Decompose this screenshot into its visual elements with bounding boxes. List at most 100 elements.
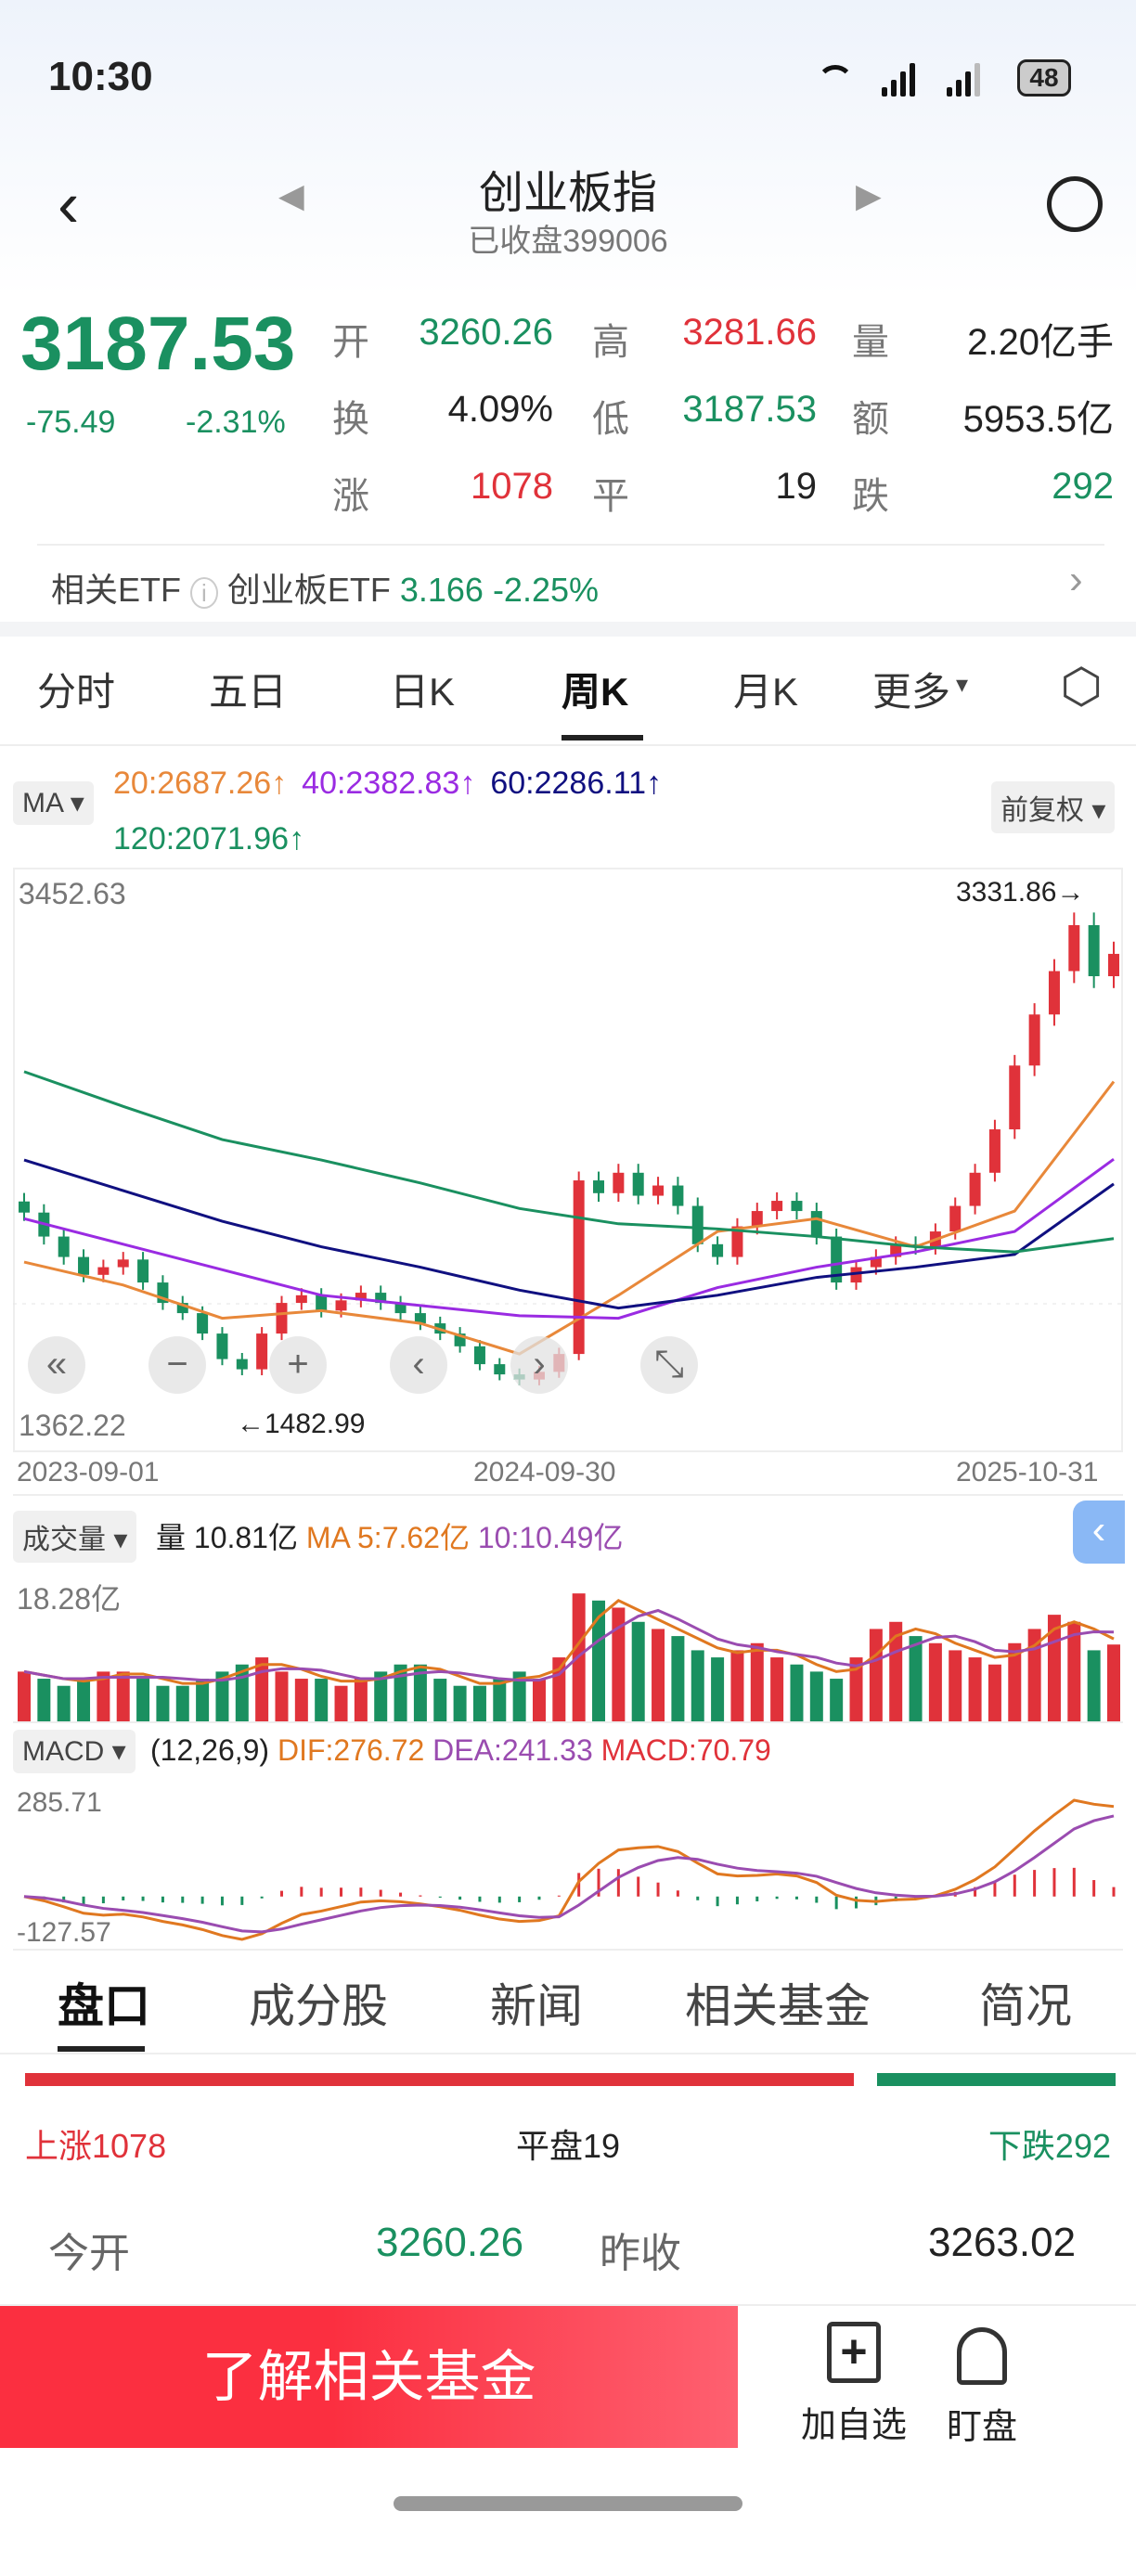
info-icon[interactable]: i bbox=[190, 577, 218, 609]
volume-bar bbox=[849, 1657, 863, 1721]
candle-body bbox=[117, 1259, 129, 1268]
volume-bar bbox=[988, 1664, 1001, 1721]
bottom-tab[interactable]: 盘口 bbox=[58, 1980, 150, 2032]
ma20-line bbox=[23, 1080, 1116, 1356]
volume-current: 量 10.81亿 bbox=[156, 1521, 298, 1554]
chevron-right-icon[interactable]: › bbox=[1069, 557, 1083, 602]
volume-bar bbox=[909, 1636, 923, 1721]
signal-1-icon bbox=[882, 61, 919, 97]
period-tab[interactable]: 月K bbox=[733, 670, 799, 714]
bottom-tab[interactable]: 新闻 bbox=[490, 1980, 583, 2032]
candle-body bbox=[652, 1185, 665, 1196]
home-indicator[interactable] bbox=[394, 2496, 742, 2511]
period-tab[interactable]: 周K bbox=[562, 670, 629, 714]
candle-body bbox=[1088, 924, 1100, 976]
date-end: 2025-10-31 bbox=[956, 1457, 1099, 1488]
quote-field-label: 开 bbox=[332, 322, 369, 363]
volume-bar bbox=[175, 1685, 189, 1721]
ma-legend-item: 60:2286.11↑ bbox=[490, 766, 662, 801]
learn-funds-button[interactable]: 了解相关基金 bbox=[0, 2306, 738, 2448]
active-bottom-tab-underline bbox=[58, 2046, 145, 2052]
zoom-in-icon[interactable]: + bbox=[269, 1336, 327, 1394]
scroll-right-icon[interactable]: › bbox=[510, 1336, 568, 1394]
back-icon[interactable]: ‹ bbox=[58, 168, 80, 240]
volume-bar bbox=[809, 1671, 823, 1721]
volume-bar bbox=[18, 1671, 31, 1721]
monitor-label: 盯盘 bbox=[946, 2408, 1017, 2447]
zoom-reset-icon[interactable]: « bbox=[28, 1336, 85, 1394]
open-value: 3260.26 bbox=[376, 2220, 524, 2265]
macd-dea: DEA:241.33 bbox=[432, 1733, 593, 1767]
zoom-out-icon[interactable]: − bbox=[148, 1336, 206, 1394]
bottom-tab[interactable]: 成分股 bbox=[249, 1980, 388, 2032]
bottom-tab[interactable]: 相关基金 bbox=[685, 1980, 871, 2032]
price-change: -75.49 bbox=[26, 405, 116, 440]
fullscreen-icon[interactable]: ⤡ bbox=[640, 1336, 698, 1394]
add-watchlist-button[interactable]: + 加自选 bbox=[800, 2322, 908, 2452]
candle-body bbox=[771, 1201, 783, 1212]
kline-high-mark: 3331.86→ bbox=[956, 877, 1085, 908]
page-subtitle: 已收盘399006 bbox=[468, 224, 668, 259]
volume-bar bbox=[136, 1679, 150, 1721]
candle-body bbox=[751, 1211, 763, 1227]
divider bbox=[13, 1949, 1123, 1951]
scroll-left-icon[interactable]: ‹ bbox=[390, 1336, 447, 1394]
bottom-tab[interactable]: 简况 bbox=[979, 1980, 1072, 2032]
quote-field-value: 3187.53 bbox=[682, 389, 817, 430]
search-icon[interactable] bbox=[1047, 176, 1103, 232]
candle-body bbox=[831, 1236, 843, 1283]
candle-body bbox=[316, 1294, 328, 1311]
period-tab[interactable]: 五日 bbox=[209, 670, 288, 714]
ma-selector[interactable]: MA ▾ bbox=[13, 781, 94, 825]
ma60-line bbox=[23, 1158, 1115, 1310]
add-watchlist-label: 加自选 bbox=[800, 2406, 907, 2445]
collapse-panel-icon[interactable]: ‹ bbox=[1073, 1501, 1125, 1564]
volume-bar bbox=[374, 1671, 388, 1721]
volume-selector[interactable]: 成交量 ▾ bbox=[13, 1511, 137, 1563]
volume-bar bbox=[928, 1642, 942, 1721]
next-icon[interactable]: ▶ bbox=[856, 176, 882, 214]
adjust-label: 前复权 bbox=[1000, 795, 1084, 826]
volume-bar bbox=[116, 1671, 130, 1721]
macd-selector[interactable]: MACD ▾ bbox=[13, 1730, 136, 1773]
candle-body bbox=[731, 1226, 743, 1257]
divider bbox=[13, 1494, 1123, 1496]
volume-bar bbox=[354, 1679, 368, 1721]
divider bbox=[13, 1721, 1123, 1723]
period-tab[interactable]: 分时 bbox=[37, 670, 116, 714]
prev-icon[interactable]: ◀ bbox=[278, 176, 304, 214]
monitor-button[interactable]: 盯盘 bbox=[936, 2322, 1028, 2452]
period-tab[interactable]: 更多 bbox=[872, 670, 951, 714]
candle-body bbox=[414, 1313, 426, 1324]
macd-value: MACD:70.79 bbox=[600, 1733, 771, 1767]
candle-body bbox=[216, 1333, 228, 1359]
plus-square-icon: + bbox=[827, 2322, 881, 2383]
adjust-selector[interactable]: 前复权 ▾ bbox=[991, 781, 1116, 833]
volume-ma5: MA 5:7.62亿 bbox=[305, 1521, 470, 1554]
period-tab[interactable]: 日K bbox=[390, 670, 456, 714]
open-label: 今开 bbox=[48, 2231, 130, 2276]
prev-close-value: 3263.02 bbox=[928, 2220, 1077, 2265]
volume-ma10: 10:10.49亿 bbox=[477, 1521, 624, 1554]
breadth-up: 上涨1078 bbox=[25, 2127, 167, 2165]
bell-icon bbox=[957, 2327, 1007, 2385]
candle-body bbox=[176, 1303, 188, 1314]
candle-body bbox=[1068, 924, 1080, 972]
settings-hexagon-icon[interactable]: ⬡ bbox=[1060, 660, 1103, 714]
candle-body bbox=[473, 1346, 485, 1365]
volume-bar bbox=[612, 1607, 626, 1721]
volume-bar bbox=[790, 1664, 804, 1721]
volume-bar bbox=[315, 1679, 329, 1721]
etf-price: 3.166 bbox=[399, 571, 484, 609]
macd-params: (12,26,9) bbox=[150, 1733, 270, 1767]
volume-bar bbox=[1107, 1644, 1120, 1721]
ma120-line bbox=[23, 1070, 1115, 1254]
etf-row[interactable]: 相关ETF i 创业板ETF 3.166 -2.25% bbox=[51, 563, 599, 612]
candle-body bbox=[949, 1205, 962, 1232]
ma-legend-item: 20:2687.26↑ bbox=[113, 766, 288, 801]
volume-legend: 量 10.81亿 MA 5:7.62亿 10:10.49亿 bbox=[156, 1514, 623, 1557]
breadth-flat: 平盘19 bbox=[515, 2127, 621, 2165]
divider bbox=[0, 744, 1136, 746]
volume-bar bbox=[631, 1621, 645, 1721]
